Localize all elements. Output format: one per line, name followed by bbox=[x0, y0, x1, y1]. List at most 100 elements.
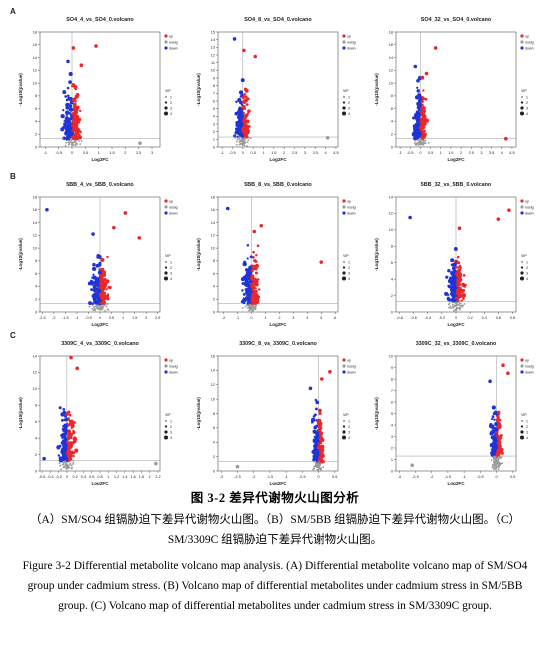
data-point bbox=[454, 296, 458, 300]
legend-marker-down bbox=[342, 46, 346, 50]
legend-marker-down bbox=[164, 211, 168, 215]
y-tick-label: 6 bbox=[35, 272, 37, 276]
y-tick-label: 6 bbox=[391, 107, 393, 111]
data-point bbox=[446, 297, 450, 301]
data-point bbox=[462, 273, 466, 277]
x-tick-label: 0.4 bbox=[81, 475, 86, 479]
y-tick-label: 1 bbox=[391, 458, 393, 462]
x-tick-label: -0.5 bbox=[55, 151, 62, 155]
x-tick-label: -3 bbox=[220, 475, 223, 479]
data-point bbox=[457, 303, 460, 306]
data-point bbox=[316, 439, 320, 444]
data-point bbox=[77, 117, 82, 122]
data-point bbox=[74, 100, 77, 103]
data-point bbox=[446, 293, 450, 297]
y-tick-label: 0 bbox=[391, 145, 393, 149]
x-tick-label: 0 bbox=[455, 316, 457, 320]
data-point bbox=[67, 94, 70, 98]
x-tick-label: 0.5 bbox=[251, 151, 256, 155]
data-point bbox=[70, 112, 74, 116]
vip-legend-label: 3 bbox=[170, 430, 172, 434]
y-tick-label: 16 bbox=[211, 354, 215, 358]
data-point bbox=[255, 253, 258, 257]
data-point bbox=[445, 275, 449, 279]
data-point bbox=[249, 255, 253, 259]
data-point bbox=[418, 98, 422, 102]
y-tick-label: 4 bbox=[35, 285, 37, 289]
y-tick-label: 9 bbox=[391, 366, 393, 370]
x-tick-label: 2 bbox=[149, 475, 151, 479]
data-point bbox=[454, 276, 458, 280]
data-point bbox=[240, 93, 244, 97]
data-point bbox=[65, 461, 67, 464]
y-tick-label: 11 bbox=[211, 61, 215, 65]
data-point bbox=[242, 116, 247, 121]
legend-marker-nosig bbox=[342, 40, 346, 44]
data-point bbox=[68, 71, 73, 77]
data-point bbox=[64, 132, 67, 136]
x-tick-label: 0 bbox=[419, 151, 421, 155]
data-point bbox=[452, 306, 455, 309]
data-point bbox=[452, 289, 457, 294]
data-point bbox=[75, 126, 79, 131]
y-tick-label: 10 bbox=[389, 228, 393, 232]
data-point bbox=[60, 418, 64, 422]
vip-legend-marker bbox=[519, 435, 525, 440]
data-point bbox=[241, 139, 244, 142]
data-point bbox=[63, 461, 66, 464]
data-point bbox=[416, 125, 419, 128]
data-point bbox=[74, 448, 79, 453]
data-point bbox=[313, 426, 316, 429]
data-point bbox=[258, 288, 261, 291]
y-axis-label: -Log10(pvalue) bbox=[196, 238, 201, 271]
outlier-point bbox=[225, 206, 230, 211]
data-point bbox=[80, 140, 83, 142]
vip-legend-marker bbox=[163, 276, 169, 281]
data-point bbox=[417, 144, 420, 146]
data-point bbox=[455, 289, 460, 294]
data-point bbox=[72, 429, 75, 433]
data-point bbox=[321, 459, 325, 464]
data-point bbox=[95, 295, 100, 300]
data-point bbox=[414, 142, 416, 145]
data-point bbox=[310, 417, 316, 423]
data-point bbox=[490, 430, 495, 434]
data-point bbox=[64, 144, 67, 147]
legend-label-down: down bbox=[525, 370, 534, 374]
x-tick-label: -1 bbox=[236, 316, 239, 320]
vip-legend-marker bbox=[165, 96, 167, 98]
caption-body-en: Figure 3-2 Differential metabolite volca… bbox=[22, 560, 528, 612]
data-point bbox=[240, 134, 245, 138]
panel-title: SO4_4_vs_SO4_0.volcano bbox=[66, 17, 134, 23]
x-tick-label: 0 bbox=[66, 475, 68, 479]
data-point bbox=[67, 465, 70, 468]
data-point bbox=[451, 281, 456, 286]
data-point bbox=[241, 298, 247, 303]
vip-legend-marker bbox=[520, 271, 524, 275]
data-point bbox=[242, 292, 246, 296]
x-tick-label: 4.5 bbox=[333, 151, 338, 155]
data-point bbox=[448, 300, 451, 303]
y-tick-label: 8 bbox=[35, 259, 37, 263]
data-point bbox=[253, 266, 258, 271]
y-tick-label: 5 bbox=[391, 412, 393, 416]
data-point bbox=[317, 468, 320, 470]
outlier-point bbox=[504, 136, 508, 141]
data-point bbox=[420, 143, 423, 146]
data-point bbox=[247, 266, 252, 271]
x-tick-label: 1.2 bbox=[114, 475, 119, 479]
y-tick-label: 14 bbox=[389, 56, 393, 60]
legend-label-up: up bbox=[347, 199, 351, 203]
data-point bbox=[248, 271, 253, 275]
outlier-point bbox=[325, 136, 330, 140]
x-tick-label: -0.4 bbox=[47, 475, 54, 479]
legend-marker-down bbox=[342, 370, 346, 374]
data-point bbox=[254, 260, 258, 263]
data-point bbox=[62, 90, 67, 95]
data-point bbox=[99, 276, 103, 280]
data-point bbox=[68, 454, 71, 457]
vip-legend-marker bbox=[343, 96, 345, 98]
data-point bbox=[421, 96, 425, 100]
data-point bbox=[319, 456, 323, 460]
vip-legend-marker bbox=[521, 261, 523, 263]
